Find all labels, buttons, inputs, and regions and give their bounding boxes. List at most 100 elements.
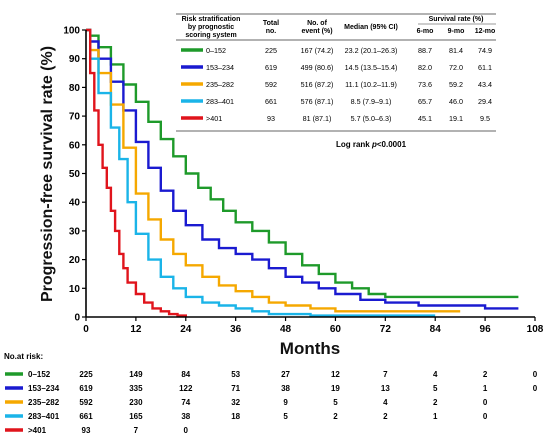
survival-curves xyxy=(86,28,519,317)
at-risk-count: 0 xyxy=(483,398,488,407)
x-tick-label: 60 xyxy=(330,324,342,335)
y-tick-label: 40 xyxy=(69,198,81,209)
table-cell-total: 619 xyxy=(265,63,277,72)
number-at-risk-table: No.at risk: 0–152 225 149 84 53 27 12 7 4 2 0153–2… xyxy=(4,352,538,435)
at-risk-count: 84 xyxy=(181,370,190,379)
x-tick-label: 36 xyxy=(230,324,242,335)
at-risk-count: 13 xyxy=(381,384,390,393)
at-risk-count: 4 xyxy=(433,370,438,379)
at-risk-count: 4 xyxy=(383,398,388,407)
at-risk-label: 0–152 xyxy=(28,370,51,379)
x-axis-title: Months xyxy=(280,339,340,358)
survival-curve-2 xyxy=(86,28,519,310)
table-cell-9mo: 81.4 xyxy=(449,46,463,55)
at-risk-count: 0 xyxy=(533,384,538,393)
table-cell-6mo: 88.7 xyxy=(418,46,432,55)
at-risk-count: 2 xyxy=(333,412,338,421)
y-tick-label: 50 xyxy=(69,169,81,180)
header-6mo: 6-mo xyxy=(417,28,434,35)
at-risk-label: 235–282 xyxy=(28,398,60,407)
header-survival-rate: Survival rate (%) xyxy=(429,16,484,23)
table-cell-events: 516 (87.2) xyxy=(301,80,334,89)
at-risk-count: 592 xyxy=(79,398,93,407)
header-median: Median (95% CI) xyxy=(344,24,398,31)
table-cell-9mo: 72.0 xyxy=(449,63,463,72)
x-tick-label: 0 xyxy=(83,324,89,335)
risk-stratification-table: Risk stratification by prognostic scorin… xyxy=(176,13,496,149)
y-axis-title: Progression-free survival rate (%) xyxy=(39,46,56,302)
header-12mo: 12-mo xyxy=(475,28,496,35)
at-risk-title: No.at risk: xyxy=(4,352,43,361)
y-axis-ticks: 0 10 20 30 40 50 60 70 80 90 100 xyxy=(63,26,86,324)
at-risk-count: 335 xyxy=(129,384,143,393)
at-risk-count: 27 xyxy=(281,370,290,379)
header-9mo: 9-mo xyxy=(448,28,465,35)
x-tick-label: 48 xyxy=(280,324,292,335)
header-risk-line2: by prognostic xyxy=(188,24,234,31)
at-risk-count: 230 xyxy=(129,398,143,407)
y-tick-label: 90 xyxy=(69,54,81,65)
table-cell-median: 5.7 (5.0–6.3) xyxy=(351,114,392,123)
at-risk-count: 93 xyxy=(82,426,91,435)
x-tick-label: 24 xyxy=(180,324,192,335)
at-risk-count: 225 xyxy=(79,370,93,379)
at-risk-count: 0 xyxy=(184,426,189,435)
header-total-line1: Total xyxy=(263,20,279,27)
plot-area: 0 10 20 30 40 50 60 70 80 90 100 0 12 24 36 48 60 72 84 96… xyxy=(39,26,544,359)
table-cell-risk: >401 xyxy=(206,114,222,123)
header-total-line2: no. xyxy=(266,28,277,35)
table-cell-9mo: 59.2 xyxy=(449,80,463,89)
table-cell-6mo: 45.1 xyxy=(418,114,432,123)
table-cell-12mo: 9.5 xyxy=(480,114,490,123)
table-cell-9mo: 19.1 xyxy=(449,114,463,123)
at-risk-count: 619 xyxy=(79,384,93,393)
at-risk-label: 283–401 xyxy=(28,412,60,421)
table-cell-total: 661 xyxy=(265,97,277,106)
at-risk-count: 7 xyxy=(383,370,388,379)
at-risk-count: 2 xyxy=(383,412,388,421)
at-risk-count: 0 xyxy=(533,370,538,379)
at-risk-count: 7 xyxy=(134,426,139,435)
at-risk-count: 0 xyxy=(483,412,488,421)
table-cell-median: 23.2 (20.1–26.3) xyxy=(345,46,398,55)
at-risk-count: 71 xyxy=(231,384,240,393)
table-cell-risk: 0–152 xyxy=(206,46,226,55)
table-cell-6mo: 65.7 xyxy=(418,97,432,106)
at-risk-count: 1 xyxy=(433,412,438,421)
at-risk-count: 19 xyxy=(331,384,340,393)
y-tick-label: 80 xyxy=(69,83,81,94)
table-rows: 0–152 225 167 (74.2) 23.2 (20.1–26.3) 88.7 81… xyxy=(181,46,492,123)
header-events-line2: event (%) xyxy=(301,28,332,35)
x-axis-ticks: 0 12 24 36 48 60 72 84 96 108 xyxy=(83,317,544,335)
at-risk-count: 122 xyxy=(179,384,193,393)
survival-curve-3 xyxy=(86,28,461,313)
table-cell-median: 11.1 (10.2–11.9) xyxy=(345,80,397,89)
table-cell-6mo: 82.0 xyxy=(418,63,432,72)
table-cell-12mo: 29.4 xyxy=(478,97,492,106)
at-risk-count: 74 xyxy=(181,398,190,407)
x-tick-label: 108 xyxy=(527,324,544,335)
table-cell-events: 81 (87.1) xyxy=(303,114,332,123)
at-risk-count: 53 xyxy=(231,370,240,379)
table-cell-risk: 235–282 xyxy=(206,80,234,89)
x-tick-label: 72 xyxy=(380,324,392,335)
header-risk-line3: scoring system xyxy=(185,32,236,39)
y-tick-label: 70 xyxy=(69,112,81,123)
y-tick-label: 20 xyxy=(69,255,81,266)
at-risk-count: 12 xyxy=(331,370,340,379)
y-tick-label: 0 xyxy=(74,313,80,324)
y-tick-label: 60 xyxy=(69,140,81,151)
header-events-line1: No. of xyxy=(307,20,327,27)
table-cell-9mo: 46.0 xyxy=(449,97,463,106)
at-risk-count: 2 xyxy=(483,370,488,379)
table-cell-12mo: 61.1 xyxy=(478,63,492,72)
table-cell-total: 225 xyxy=(265,46,277,55)
at-risk-label: 153–234 xyxy=(28,384,60,393)
at-risk-count: 661 xyxy=(79,412,93,421)
at-risk-count: 1 xyxy=(483,384,488,393)
survival-curve-5 xyxy=(86,28,187,317)
at-risk-count: 5 xyxy=(283,412,288,421)
logrank-test: Log rank p<0.0001 xyxy=(336,140,407,149)
table-cell-events: 499 (80.6) xyxy=(301,63,334,72)
